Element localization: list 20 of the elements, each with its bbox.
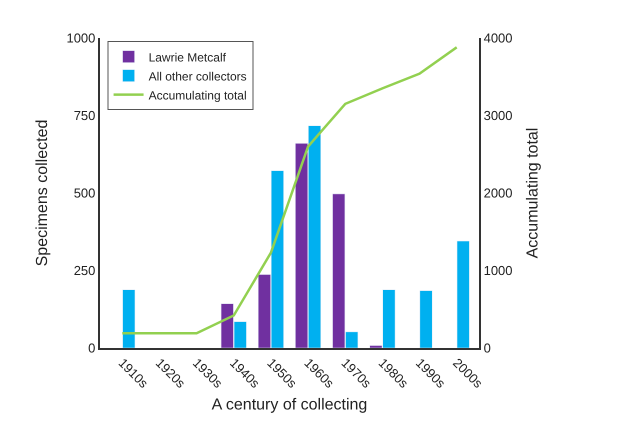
y-tick-label: 0	[88, 340, 96, 356]
y2-axis-title: Accumulating total	[524, 128, 542, 258]
x-axis-title: A century of collecting	[212, 396, 368, 414]
y2-tick-label: 0	[484, 340, 491, 356]
y-tick-label: 500	[74, 186, 96, 201]
y2-tick-label: 2000	[484, 186, 513, 201]
legend-label: All other collectors	[148, 69, 247, 84]
y-axis-title: Specimens collected	[34, 120, 51, 266]
y-tick-label: 1000	[66, 30, 96, 46]
bar	[456, 240, 470, 348]
legend-label: Accumulating total	[148, 88, 247, 102]
y2-tick-label: 1000	[484, 263, 513, 278]
y2-tick-label: 4000	[484, 30, 513, 46]
legend-label: Lawrie Metcalf	[148, 50, 227, 64]
y-tick-label: 750	[74, 108, 96, 124]
y-tick-label: 250	[74, 263, 96, 278]
line-series	[121, 46, 458, 335]
bar	[420, 290, 432, 348]
y2-tick-label: 3000	[484, 108, 513, 124]
bar	[122, 289, 136, 348]
